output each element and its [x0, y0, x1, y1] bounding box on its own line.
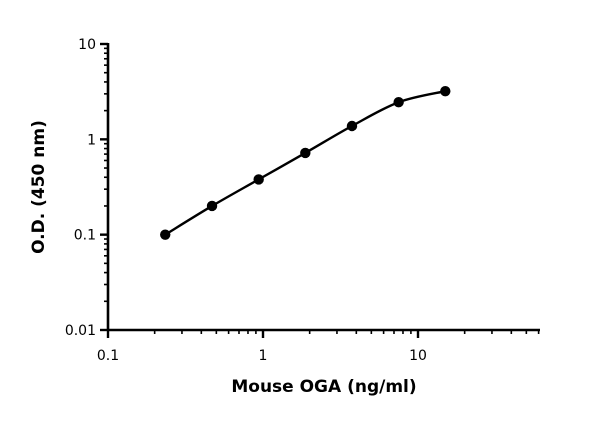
fit-curve [164, 90, 446, 236]
data-point [160, 229, 171, 240]
y-tick-label: 0.01 [65, 323, 96, 339]
minor-ticks [104, 47, 540, 334]
x-axis-title: Mouse OGA (ng/ml) [231, 377, 416, 397]
data-point [346, 120, 358, 132]
y-tick-label: 0.1 [74, 228, 96, 244]
data-point [393, 97, 404, 108]
major-ticks [100, 42, 420, 338]
y-tick-label: 10 [78, 37, 96, 53]
y-tick-label: 1 [87, 132, 96, 148]
y-axis-title: O.D. (450 nm) [29, 120, 49, 254]
x-tick-label: 1 [259, 348, 268, 364]
data-point [253, 174, 264, 185]
x-tick-label: 10 [409, 348, 427, 364]
data-point [300, 147, 311, 159]
data-points [160, 85, 451, 240]
x-tick-label: 0.1 [97, 348, 119, 364]
data-point [440, 85, 451, 97]
data-point [206, 200, 218, 212]
